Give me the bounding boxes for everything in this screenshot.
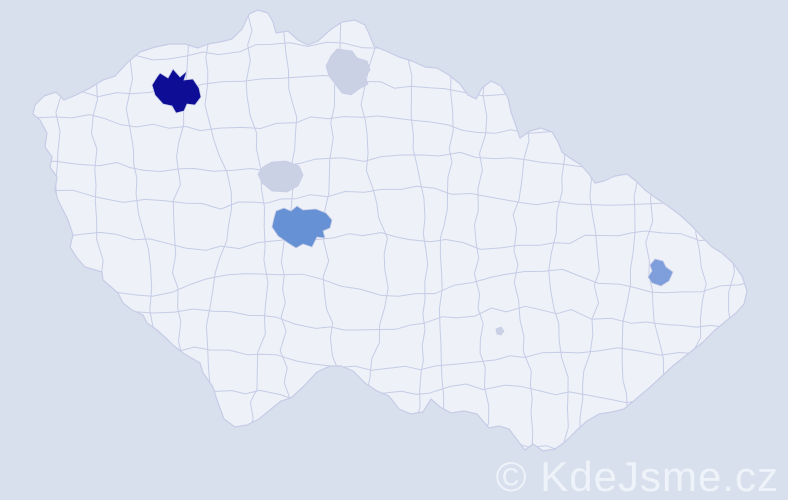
district-border-line bbox=[33, 268, 747, 297]
highlighted-district-center-south[interactable] bbox=[271, 205, 333, 249]
highlighted-district-east[interactable] bbox=[647, 258, 674, 287]
highlighted-district-center-capital[interactable] bbox=[257, 160, 304, 193]
district-border-line bbox=[473, 10, 490, 451]
district-border-line bbox=[245, 10, 269, 451]
highlighted-district-south-central-dot[interactable] bbox=[495, 326, 505, 336]
highlighted-district-northwest[interactable] bbox=[151, 68, 202, 114]
district-border-line bbox=[33, 185, 747, 210]
country-outline bbox=[32, 9, 748, 452]
district-border-line bbox=[33, 230, 747, 251]
watermark: © KdeJsme.cz bbox=[496, 453, 779, 500]
highlighted-district-north[interactable] bbox=[325, 48, 371, 96]
district-border-line bbox=[407, 10, 429, 451]
